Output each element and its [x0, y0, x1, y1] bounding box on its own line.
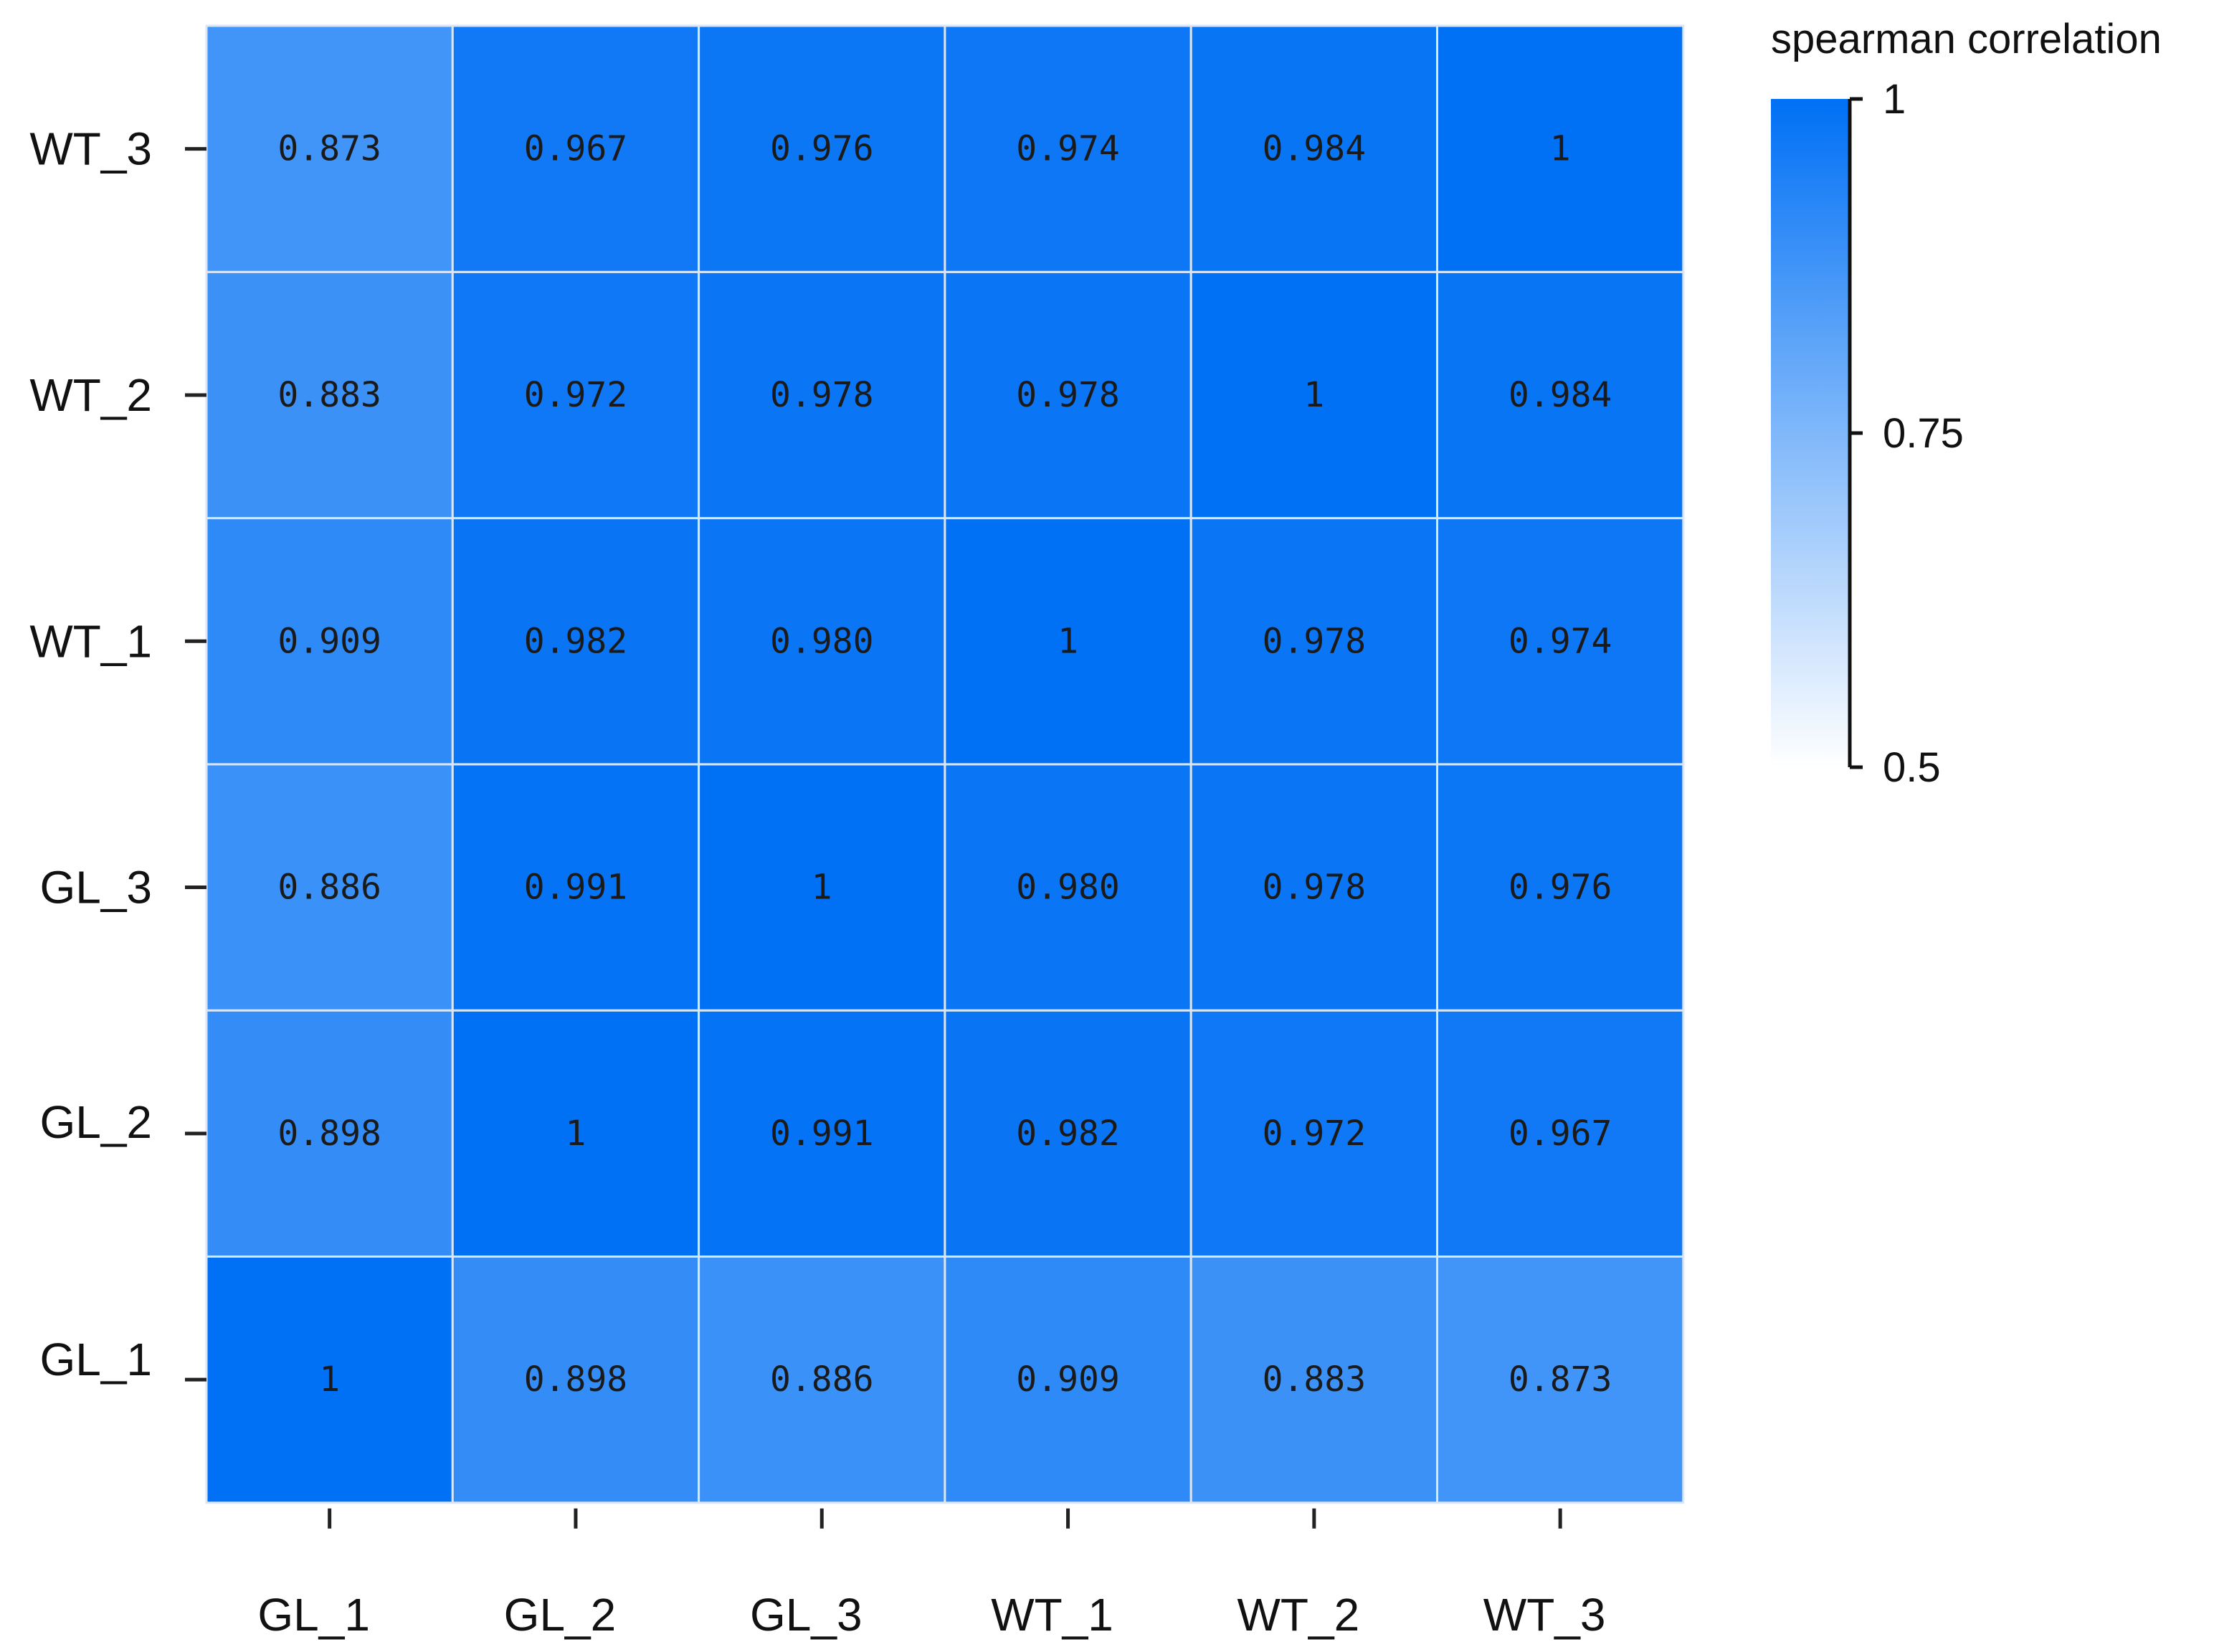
y-tick-label: WT_3 [29, 123, 152, 175]
cell-value-label: 0.978 [1263, 621, 1367, 661]
y-axis: GL_1 GL_2 GL_3 WT_1 WT_2 WT_3 [29, 123, 206, 1385]
cell-value-label: 0.883 [277, 375, 381, 415]
heatmap-cell-GL_3-WT_3 [1436, 763, 1685, 1012]
heatmap-cell-WT_1-GL_1 [205, 517, 454, 766]
cell-value-label: 0.886 [277, 868, 381, 908]
x-axis: GL_1 GL_2 GL_3 WT_1 WT_2 WT_3 [257, 1508, 1606, 1641]
heatmap-cell-WT_2-GL_3 [698, 270, 946, 520]
cell-value-label: 1 [812, 868, 832, 908]
cell-value-label: 1 [1058, 621, 1078, 661]
heatmap-cell-WT_1-WT_3 [1436, 517, 1685, 766]
heatmap-cell-GL_2-GL_3 [698, 1009, 946, 1258]
heatmap-cell-GL_1-GL_1 [205, 1255, 454, 1504]
heatmap-cell-GL_2-WT_3 [1436, 1009, 1685, 1258]
y-tick-label: GL_2 [39, 1096, 152, 1148]
cell-value-label: 0.967 [1509, 1114, 1612, 1154]
heatmap-cell-GL_1-WT_2 [1189, 1255, 1438, 1504]
heatmap-cell-GL_1-WT_3 [1436, 1255, 1685, 1504]
heatmap-cell-WT_1-GL_2 [451, 517, 700, 766]
colorbar-title: spearman correlation [1771, 16, 2162, 62]
heatmap-cell-WT_2-GL_1 [205, 270, 454, 520]
x-tick-label: GL_3 [750, 1589, 863, 1641]
cell-value-label: 1 [565, 1114, 586, 1154]
heatmap-cell-WT_3-WT_1 [944, 24, 1192, 273]
cell-value-label: 0.974 [1016, 129, 1120, 169]
cell-value-label: 1 [319, 1359, 340, 1400]
x-tick-label: WT_3 [1483, 1589, 1606, 1641]
colorbar: spearman correlation 1 0.75 0.5 [1771, 16, 2162, 791]
colorbar-tick-label: 0.75 [1883, 410, 1964, 457]
cell-value-label: 0.978 [770, 375, 874, 415]
cells-layer [205, 24, 1685, 1504]
cell-value-label: 0.909 [277, 621, 381, 661]
y-tick-label: WT_2 [29, 369, 152, 421]
cell-value-label: 0.984 [1263, 129, 1367, 169]
cell-value-label: 0.883 [1263, 1359, 1367, 1400]
cell-value-label: 0.991 [770, 1114, 874, 1154]
cell-value-label: 0.982 [1016, 1114, 1120, 1154]
cell-labels-layer: 1 0.898 0.886 0.909 0.883 0.873 0.898 1 0.991 0.9… [277, 129, 1612, 1400]
cell-value-label: 0.974 [1509, 621, 1612, 661]
cell-value-label: 0.976 [770, 129, 874, 169]
x-tick-label: GL_2 [504, 1589, 617, 1641]
y-tick-label: GL_1 [39, 1334, 152, 1385]
colorbar-gradient [1771, 99, 1850, 767]
cell-value-label: 0.978 [1263, 868, 1367, 908]
heatmap-cell-GL_1-GL_2 [451, 1255, 700, 1504]
y-tick-label: GL_3 [39, 862, 152, 913]
cell-value-label: 0.980 [1016, 868, 1120, 908]
heatmap-cell-WT_2-WT_1 [944, 270, 1192, 520]
heatmap-cell-GL_2-GL_1 [205, 1009, 454, 1258]
cell-value-label: 1 [1550, 129, 1571, 169]
cell-value-label: 0.980 [770, 621, 874, 661]
x-tick-label: WT_1 [991, 1589, 1113, 1641]
heatmap-cell-GL_3-GL_1 [205, 763, 454, 1012]
cell-value-label: 1 [1303, 375, 1324, 415]
cell-value-label: 0.898 [524, 1359, 628, 1400]
heatmap-cell-WT_3-WT_3 [1436, 24, 1685, 273]
heatmap-cell-GL_3-GL_3 [698, 763, 946, 1012]
cell-value-label: 0.886 [770, 1359, 874, 1400]
heatmap-cell-WT_2-WT_2 [1189, 270, 1438, 520]
heatmap-cell-GL_2-GL_2 [451, 1009, 700, 1258]
colorbar-tick-label: 0.5 [1883, 744, 1941, 791]
heatmap-cell-WT_2-WT_3 [1436, 270, 1685, 520]
heatmap-cell-WT_3-GL_1 [205, 24, 454, 273]
heatmap-cell-WT_1-GL_3 [698, 517, 946, 766]
cell-value-label: 0.991 [524, 868, 628, 908]
x-tick-label: WT_2 [1237, 1589, 1360, 1641]
heatmap-cell-GL_3-WT_1 [944, 763, 1192, 1012]
colorbar-tick-label: 1 [1883, 76, 1906, 123]
x-tick-label: GL_1 [257, 1589, 370, 1641]
cell-value-label: 0.976 [1509, 868, 1612, 908]
cell-value-label: 0.984 [1509, 375, 1612, 415]
y-tick-label: WT_1 [29, 615, 152, 667]
cell-value-label: 0.972 [524, 375, 628, 415]
cell-value-label: 0.967 [524, 129, 628, 169]
heatmap-cell-WT_3-WT_2 [1189, 24, 1438, 273]
cell-value-label: 0.873 [277, 129, 381, 169]
heatmap-cell-GL_3-WT_2 [1189, 763, 1438, 1012]
cell-value-label: 0.982 [524, 621, 628, 661]
cell-value-label: 0.873 [1509, 1359, 1612, 1400]
cell-value-label: 0.898 [277, 1114, 381, 1154]
heatmap-cell-GL_1-WT_1 [944, 1255, 1192, 1504]
heatmap-cell-GL_2-WT_1 [944, 1009, 1192, 1258]
cell-value-label: 0.978 [1016, 375, 1120, 415]
cell-value-label: 0.909 [1016, 1359, 1120, 1400]
heatmap-cell-WT_1-WT_2 [1189, 517, 1438, 766]
cell-value-label: 0.972 [1263, 1114, 1367, 1154]
